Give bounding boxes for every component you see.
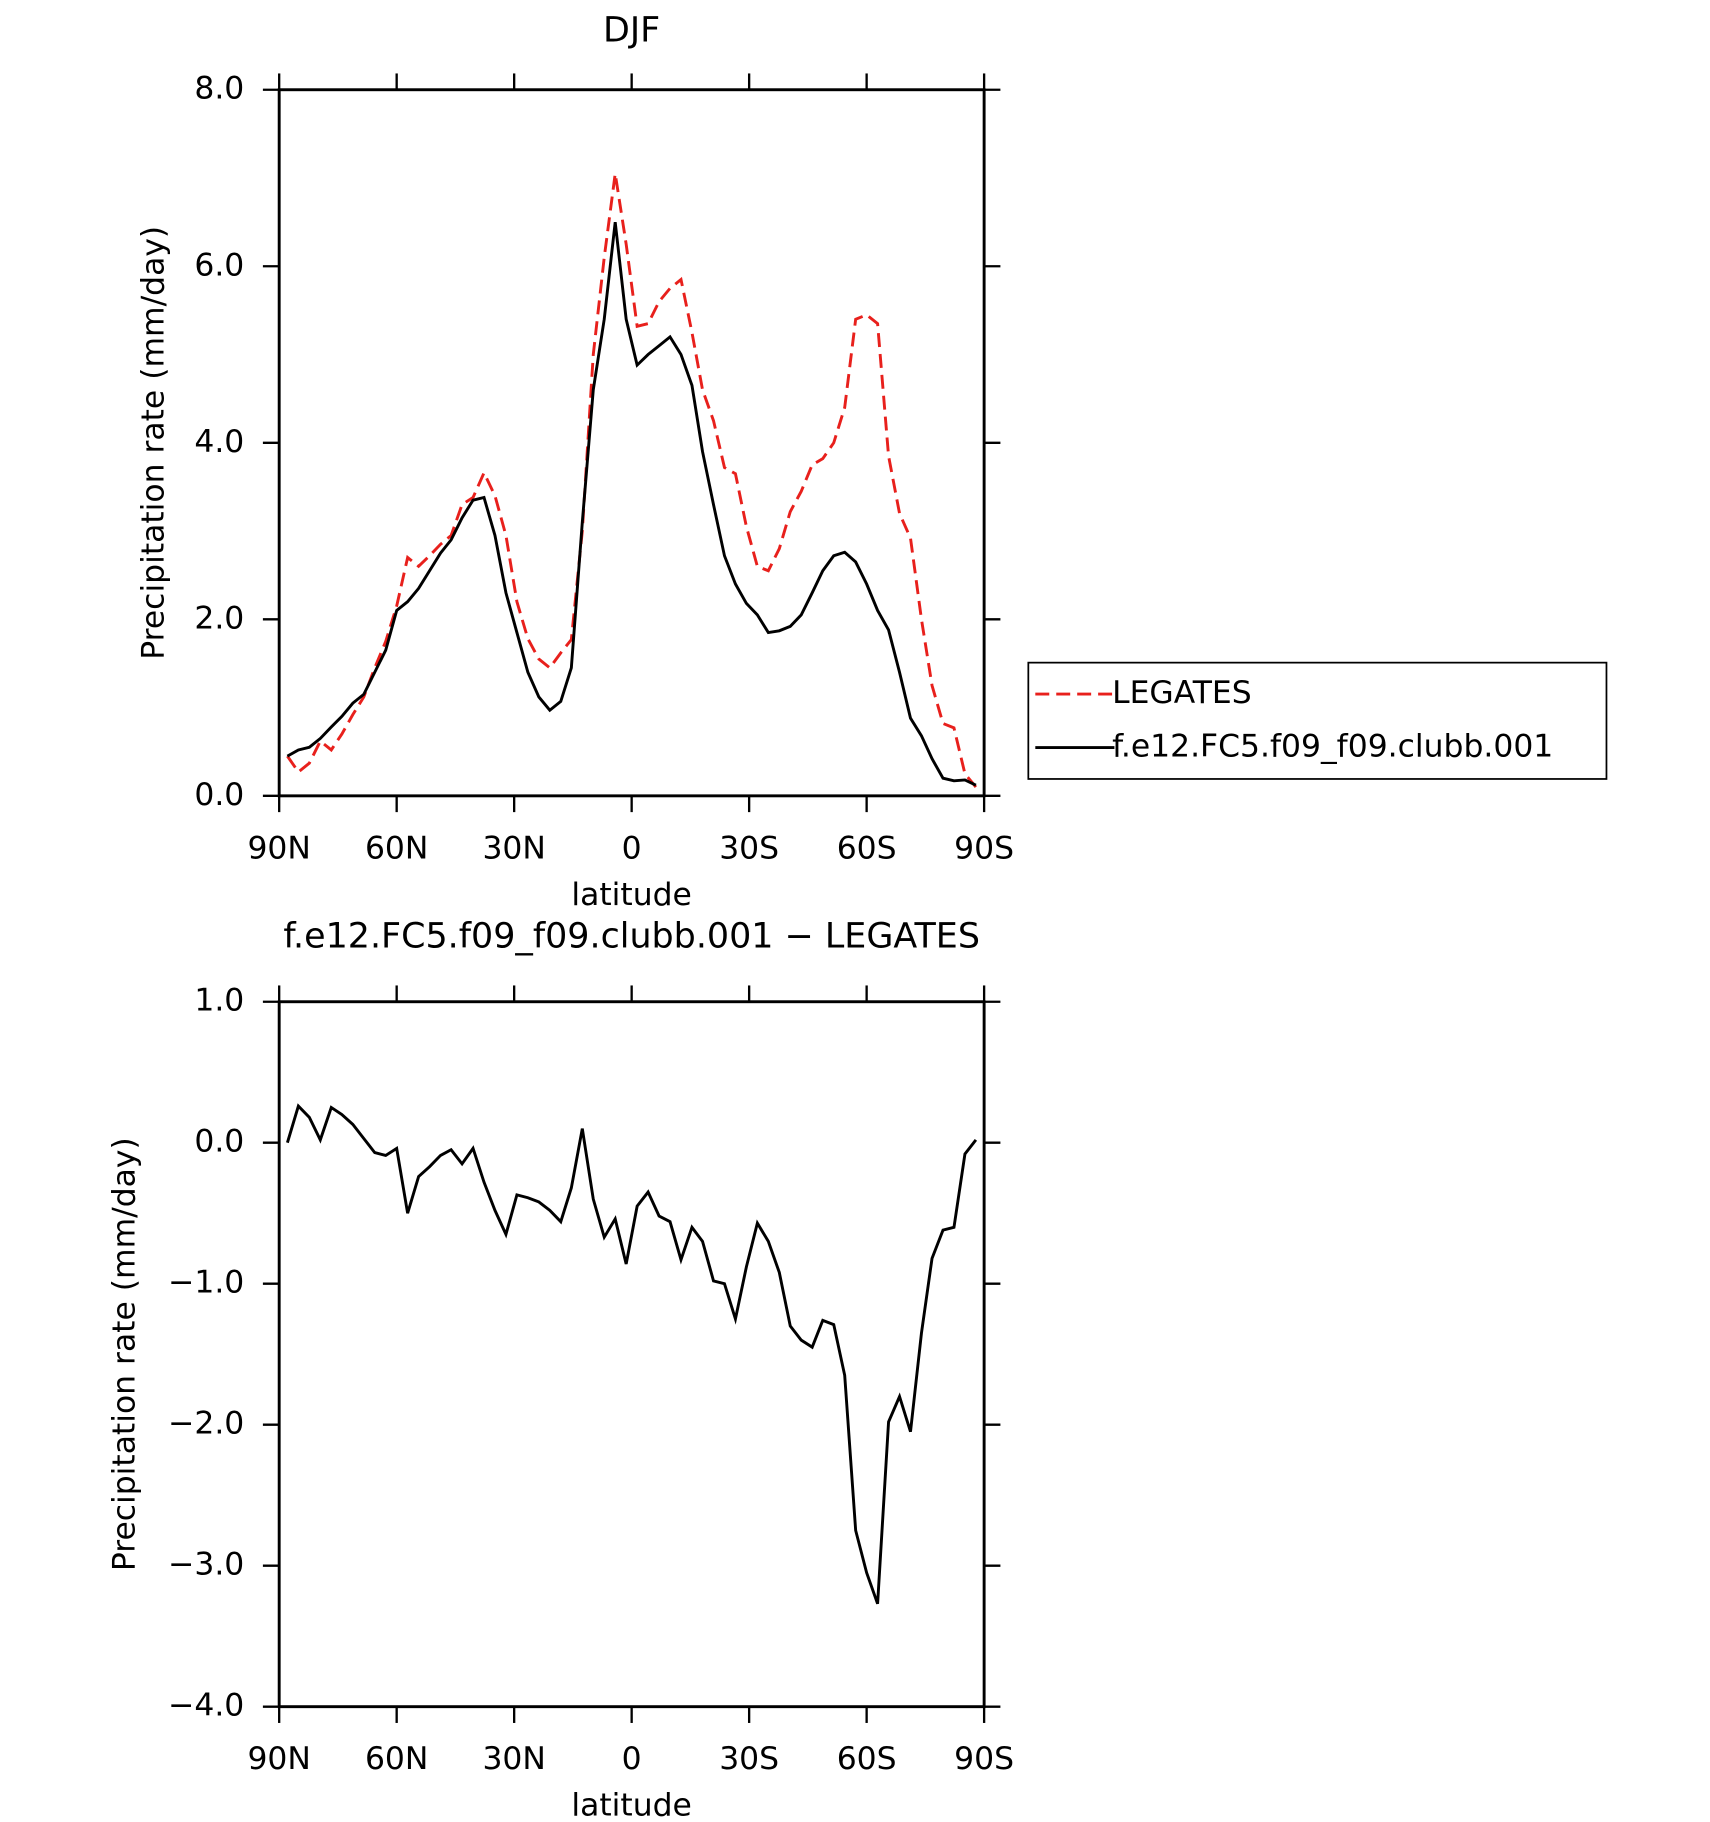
- chart-title: DJF: [603, 11, 660, 51]
- chart-title: f.e12.FC5.f09_f09.clubb.001 − LEGATES: [283, 917, 980, 957]
- y-tick-label: −1.0: [168, 1265, 244, 1301]
- x-tick-label: 60N: [365, 830, 428, 866]
- x-tick-label: 90N: [247, 1741, 310, 1777]
- y-tick-label: 2.0: [194, 600, 244, 636]
- x-tick-label: 90N: [247, 830, 310, 866]
- x-tick-label: 60S: [837, 1741, 897, 1777]
- y-tick-label: 0.0: [194, 1124, 244, 1160]
- x-axis-label: latitude: [571, 877, 691, 913]
- data-line: [286, 173, 978, 788]
- y-axis-label: Precipitation rate (mm/day): [107, 1137, 143, 1571]
- x-tick-label: 30N: [482, 830, 545, 866]
- x-tick-label: 30N: [482, 1741, 545, 1777]
- plot-frame: [277, 1000, 986, 1709]
- y-tick-label: 0.0: [194, 777, 244, 813]
- data-line: [286, 1103, 978, 1605]
- y-tick-label: −2.0: [168, 1406, 244, 1442]
- y-tick-label: −4.0: [168, 1688, 244, 1724]
- y-tick-label: 1.0: [194, 983, 244, 1019]
- x-tick-label: 0: [622, 830, 642, 866]
- y-axis-label: Precipitation rate (mm/day): [136, 226, 172, 660]
- x-tick-label: 60S: [837, 830, 897, 866]
- legend-label: LEGATES: [1112, 675, 1252, 711]
- x-tick-label: 30S: [719, 830, 779, 866]
- x-axis-label: latitude: [571, 1788, 691, 1822]
- x-tick-label: 60N: [365, 1741, 428, 1777]
- legend-box: [1027, 661, 1608, 780]
- plot-frame: [277, 88, 986, 798]
- x-tick-label: 90S: [954, 830, 1014, 866]
- x-tick-label: 30S: [719, 1741, 779, 1777]
- y-tick-label: 4.0: [194, 424, 244, 460]
- x-tick-label: 0: [622, 1741, 642, 1777]
- x-tick-label: 90S: [954, 1741, 1014, 1777]
- y-tick-label: 6.0: [194, 247, 244, 283]
- legend-label: f.e12.FC5.f09_f09.clubb.001: [1112, 729, 1553, 765]
- y-tick-label: −3.0: [168, 1547, 244, 1583]
- y-tick-label: 8.0: [194, 71, 244, 107]
- data-line: [286, 221, 977, 787]
